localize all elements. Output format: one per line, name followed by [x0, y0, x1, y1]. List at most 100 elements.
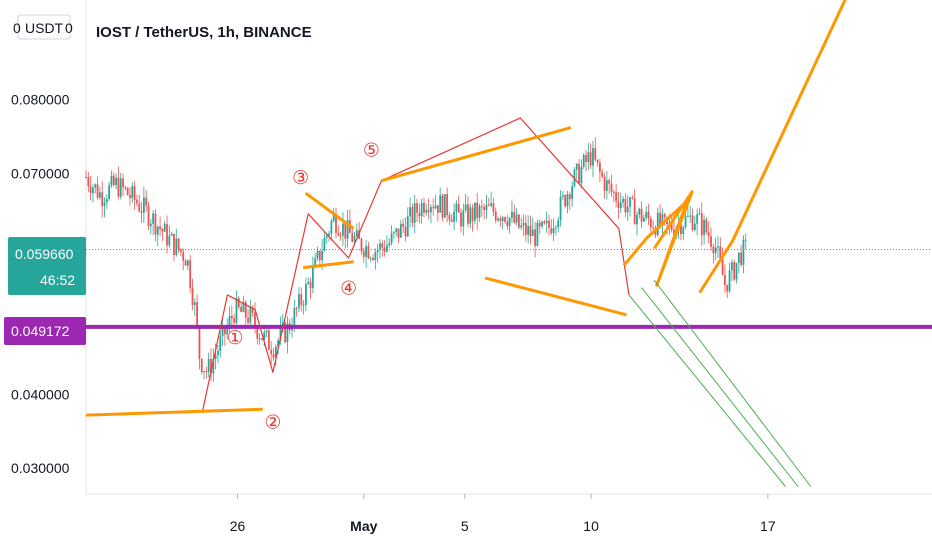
candle-body: [629, 197, 631, 207]
candle-body: [594, 148, 597, 160]
candle-body: [469, 207, 472, 224]
candle-body: [698, 213, 701, 215]
candle-body: [291, 328, 293, 331]
candle-body: [460, 212, 462, 227]
candle-body: [235, 298, 238, 323]
candle-body: [707, 232, 710, 237]
candle-body: [612, 191, 615, 193]
candle-body: [184, 260, 187, 266]
currency-badge-left: 0: [13, 20, 21, 36]
candle-body: [684, 216, 687, 228]
bearish-projection-line[interactable]: [641, 287, 799, 487]
wave5-support-line[interactable]: [484, 276, 627, 317]
candle-body: [543, 221, 546, 224]
bearish-projection-line[interactable]: [628, 294, 786, 487]
candle-body: [110, 175, 113, 186]
candle-body: [284, 323, 286, 343]
candle-body: [129, 195, 131, 198]
wave5-resistance-line[interactable]: [381, 126, 572, 183]
candle-body: [124, 187, 127, 189]
candle-body: [561, 195, 564, 197]
candle-body: [344, 223, 347, 239]
candle-body: [323, 237, 326, 251]
candle-body: [513, 211, 516, 223]
candle-body: [321, 250, 324, 261]
candle-body: [742, 239, 745, 265]
candle-body: [298, 294, 300, 309]
candle-body: [226, 326, 229, 335]
candle-body: [103, 202, 106, 206]
candle-body: [471, 207, 474, 221]
candle-body: [552, 228, 555, 234]
candle-body: [136, 199, 138, 204]
candle-body: [406, 216, 409, 237]
candle-body: [450, 219, 453, 222]
candle-body: [168, 235, 171, 246]
candle-body: [210, 358, 212, 374]
currency-badge-box[interactable]: [17, 14, 71, 40]
candle-body: [640, 208, 643, 222]
candle-body: [582, 155, 585, 167]
candle-body: [568, 194, 571, 200]
candle-body: [478, 206, 481, 218]
candle-body: [511, 211, 513, 218]
candle-body: [733, 262, 736, 280]
candle-body: [691, 215, 694, 230]
candle-body: [261, 338, 263, 340]
x-tick-label: 10: [583, 518, 599, 534]
candle-body: [432, 207, 435, 209]
candle-body: [436, 205, 439, 213]
candle-body: [710, 236, 712, 247]
candle-body: [605, 180, 608, 191]
candlestick-series: [85, 137, 747, 382]
y-tick-label: 0.030000: [11, 460, 70, 476]
chart-title: IOST / TetherUS, 1h, BINANCE: [96, 24, 312, 41]
wave4-triangle-line[interactable]: [304, 191, 355, 230]
candle-body: [545, 220, 548, 224]
candle-body: [191, 287, 194, 305]
bearish-projection-line[interactable]: [653, 279, 812, 487]
breakout-projection[interactable]: [698, 0, 859, 294]
candle-body: [714, 247, 717, 254]
candle-body: [740, 252, 743, 265]
candle-body: [619, 202, 622, 209]
candle-body: [420, 202, 423, 217]
candle-body: [673, 229, 675, 236]
candle-body: [534, 229, 536, 246]
candle-body: [721, 259, 724, 276]
candle-body: [571, 186, 574, 200]
candle-body: [133, 186, 136, 200]
candle-body: [631, 197, 634, 199]
currency-badge[interactable]: 0 USDT 0: [13, 14, 73, 40]
candle-body: [293, 307, 296, 329]
candle-body: [362, 251, 365, 257]
candle-body: [386, 245, 388, 252]
candle-body: [207, 358, 210, 373]
candle-body: [737, 252, 740, 263]
wave-labels: ① ② ③ ④ ⑤: [226, 140, 379, 434]
candle-body: [173, 233, 175, 255]
candle-body: [626, 206, 629, 213]
candle-body: [388, 243, 391, 246]
candle-body: [286, 323, 289, 343]
candle-body: [453, 211, 455, 222]
pennant-pattern[interactable]: [622, 190, 694, 287]
candle-body: [392, 231, 395, 234]
wave2-support-line[interactable]: [85, 407, 263, 417]
candle-body: [719, 246, 722, 260]
drawing-layer[interactable]: [85, 0, 859, 487]
candle-body: [122, 178, 124, 188]
elliott-wave-path[interactable]: [201, 117, 630, 414]
wave4-triangle-line[interactable]: [303, 260, 354, 270]
candle-body: [244, 302, 247, 318]
candle-body: [279, 327, 282, 341]
candle-body: [140, 211, 143, 213]
candle-body: [524, 222, 527, 235]
candle-body: [251, 307, 254, 313]
candle-body: [163, 223, 166, 232]
candle-body: [302, 304, 305, 306]
candle-body: [404, 226, 407, 237]
candle-body: [647, 211, 650, 219]
candle-body: [92, 187, 94, 194]
